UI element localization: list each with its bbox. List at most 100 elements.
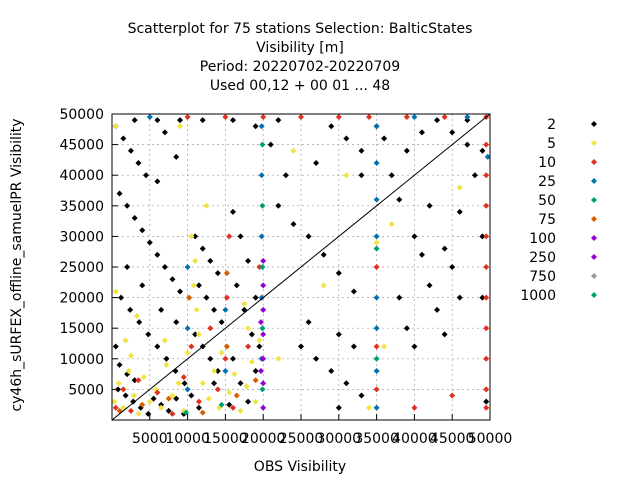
title-line-4: Used 00,12 + 00 01 ... 48 (210, 78, 390, 94)
data-point (118, 294, 125, 301)
data-point (252, 123, 259, 130)
data-point (131, 215, 138, 222)
data-point (260, 114, 267, 121)
legend-label: 10 (538, 155, 556, 171)
data-point (381, 343, 388, 350)
data-point (373, 404, 380, 411)
data-point (403, 325, 410, 332)
data-point (267, 141, 274, 148)
data-point (418, 251, 425, 258)
data-point (161, 129, 168, 136)
data-point (175, 380, 182, 387)
data-point (483, 404, 490, 411)
data-point (222, 355, 229, 362)
series-100 (257, 257, 267, 411)
data-point (223, 343, 230, 350)
data-point (483, 172, 490, 179)
legend-marker (591, 254, 597, 260)
data-point (259, 325, 266, 332)
data-point (122, 392, 129, 399)
data-point (223, 294, 230, 301)
data-point (275, 117, 282, 124)
data-point (177, 117, 184, 124)
legend-marker (591, 216, 597, 222)
legend-marker (591, 197, 597, 203)
legend-label: 2 (547, 117, 556, 133)
data-point (226, 233, 233, 240)
data-point (388, 172, 395, 179)
data-point (388, 221, 395, 228)
data-point (259, 264, 266, 270)
data-point (192, 331, 199, 338)
data-point (373, 294, 380, 301)
data-point (218, 401, 225, 408)
data-point (214, 368, 221, 375)
data-point (373, 264, 380, 270)
data-point (373, 343, 380, 350)
data-point (125, 368, 132, 375)
data-point (343, 172, 350, 179)
data-point (116, 361, 123, 368)
data-point (188, 343, 195, 350)
data-point (260, 331, 267, 338)
data-point (259, 141, 266, 148)
data-point (441, 331, 448, 338)
data-point (403, 114, 410, 121)
data-point (169, 392, 176, 399)
data-point (456, 294, 463, 301)
data-point (173, 153, 180, 160)
data-point (484, 153, 491, 160)
data-point (483, 386, 490, 393)
data-point (298, 114, 304, 121)
data-point (248, 331, 255, 338)
data-point (456, 208, 463, 215)
data-point (184, 264, 191, 270)
title-line-3: Period: 20220702-20220709 (200, 59, 400, 75)
data-point (186, 294, 193, 301)
data-point (184, 349, 191, 356)
data-point (120, 135, 127, 142)
data-point (163, 361, 170, 368)
legend-marker (591, 273, 597, 279)
data-point (135, 377, 142, 384)
data-point (184, 325, 191, 332)
data-point (483, 398, 490, 405)
series-10 (112, 114, 490, 417)
x-tick-label: 25000 (279, 431, 324, 447)
series-5 (111, 123, 463, 417)
legend-marker (591, 178, 597, 184)
x-tick-label: 15000 (203, 431, 248, 447)
data-point (313, 159, 320, 166)
data-point (328, 123, 335, 130)
data-point (184, 114, 191, 121)
data-point (252, 368, 259, 375)
data-point (154, 178, 161, 185)
legend-marker (591, 121, 597, 127)
data-point (358, 147, 365, 154)
data-point (226, 401, 233, 408)
data-point (313, 355, 320, 362)
data-point (373, 355, 380, 362)
x-axis-ticks: 5000100001500020000250003000035000400004… (132, 414, 512, 447)
data-point (136, 319, 143, 326)
data-point (135, 410, 142, 417)
data-point (456, 184, 463, 191)
data-point (260, 404, 267, 411)
data-point (140, 374, 147, 381)
data-point (245, 325, 252, 332)
data-point (483, 233, 490, 240)
data-point (211, 306, 218, 313)
data-point (275, 202, 282, 209)
data-point (127, 147, 134, 154)
y-tick-label: 40000 (59, 168, 104, 184)
data-point (464, 117, 471, 124)
data-point (169, 410, 176, 417)
data-point (146, 114, 153, 121)
data-point (130, 398, 137, 405)
data-point (426, 202, 433, 209)
data-point (403, 147, 410, 154)
data-point (112, 288, 119, 295)
data-point (256, 337, 263, 344)
title-line-2: Visibility [m] (256, 40, 344, 56)
